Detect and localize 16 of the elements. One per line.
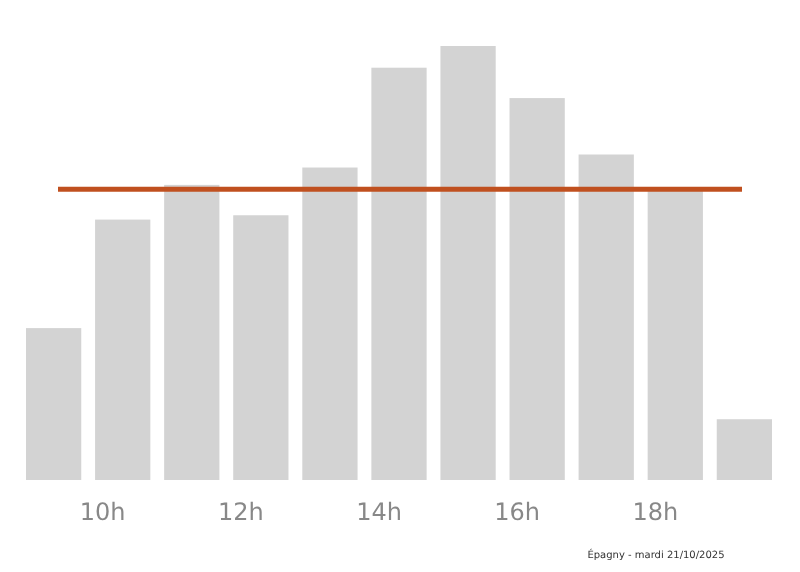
x-tick-label: 18h	[632, 498, 679, 526]
bar	[371, 67, 427, 480]
bar	[164, 184, 220, 480]
bar	[95, 219, 151, 480]
bar	[578, 154, 634, 480]
bar	[233, 215, 289, 480]
bar	[647, 189, 703, 480]
x-tick-label: 12h	[217, 498, 264, 526]
x-tick-label: 16h	[494, 498, 541, 526]
bar	[302, 167, 358, 480]
x-tick-label: 14h	[356, 498, 402, 526]
bar	[509, 98, 565, 480]
bar	[716, 419, 772, 480]
x-tick-label: 10h	[79, 498, 126, 526]
bar	[26, 328, 82, 480]
bar	[440, 46, 496, 480]
